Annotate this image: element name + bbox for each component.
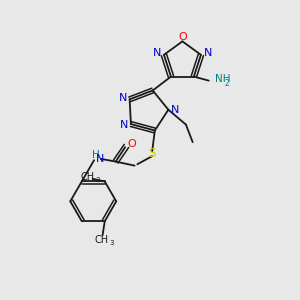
Text: CH: CH: [94, 235, 108, 245]
Text: 3: 3: [96, 177, 100, 183]
Text: 3: 3: [109, 240, 114, 246]
Text: N: N: [96, 154, 104, 164]
Text: N: N: [120, 120, 128, 130]
Text: N: N: [171, 105, 179, 115]
Text: CH: CH: [81, 172, 95, 182]
Text: NH: NH: [215, 74, 231, 84]
Text: O: O: [127, 139, 136, 149]
Text: O: O: [178, 32, 187, 41]
Text: N: N: [203, 49, 212, 58]
Text: S: S: [148, 147, 156, 160]
Text: N: N: [153, 49, 161, 58]
Text: N: N: [119, 93, 127, 103]
Text: H: H: [92, 150, 100, 161]
Text: 2: 2: [224, 79, 229, 88]
